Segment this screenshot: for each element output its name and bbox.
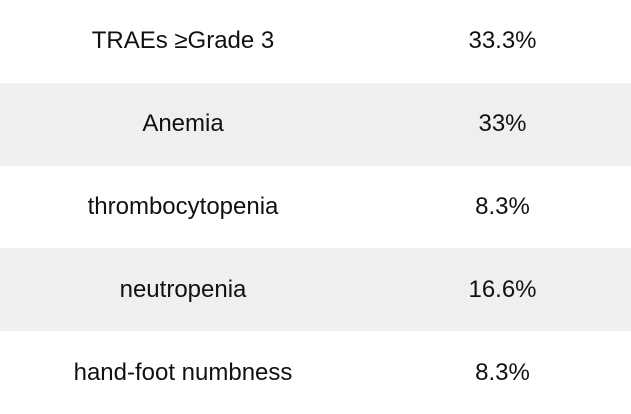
row-label: neutropenia [119,275,247,303]
table-row: thrombocytopenia 8.3% [0,166,631,249]
table-row: hand-foot numbness 8.3% [0,331,631,414]
row-label: Anemia [142,110,224,138]
row-label: hand-foot numbness [73,358,293,386]
row-value: 33.3% [468,27,537,55]
row-label: TRAEs ≥Grade 3 [91,27,275,55]
table-row: neutropenia 16.6% [0,248,631,332]
row-value: 16.6% [468,275,537,303]
row-value: 8.3% [475,358,530,386]
row-label: thrombocytopenia [87,192,279,220]
row-value: 8.3% [475,192,530,220]
table-row: Anemia 33% [0,82,631,166]
row-value: 33% [478,110,527,138]
table-row: TRAEs ≥Grade 3 33.3% [0,0,631,83]
